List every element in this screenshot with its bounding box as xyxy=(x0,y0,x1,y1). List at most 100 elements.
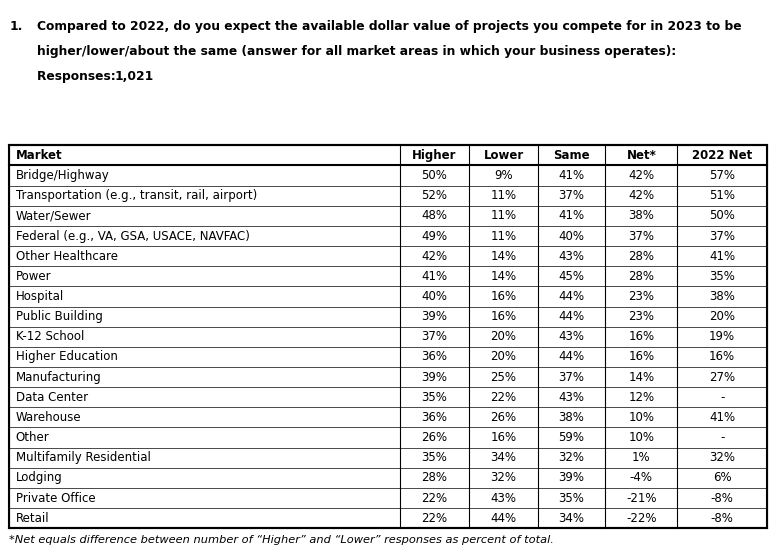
Text: 32%: 32% xyxy=(709,451,735,464)
Text: *Net equals difference between number of “Higher” and “Lower” responses as perce: *Net equals difference between number of… xyxy=(9,535,554,545)
Text: -8%: -8% xyxy=(711,491,733,505)
Text: 22%: 22% xyxy=(421,491,448,505)
Text: 49%: 49% xyxy=(421,230,448,243)
Text: K-12 School: K-12 School xyxy=(16,330,84,343)
Bar xyxy=(9,145,767,528)
Text: 32%: 32% xyxy=(559,451,584,464)
Text: 28%: 28% xyxy=(629,250,654,263)
Text: 42%: 42% xyxy=(629,169,654,182)
Text: -22%: -22% xyxy=(626,511,656,525)
Text: -: - xyxy=(720,431,724,444)
Text: 28%: 28% xyxy=(629,270,654,283)
Text: 37%: 37% xyxy=(559,371,584,383)
Text: 39%: 39% xyxy=(559,471,584,484)
Text: 14%: 14% xyxy=(490,270,517,283)
Text: 41%: 41% xyxy=(709,250,735,263)
Text: 41%: 41% xyxy=(709,411,735,424)
Text: 25%: 25% xyxy=(490,371,517,383)
Text: 44%: 44% xyxy=(559,310,584,323)
Text: 34%: 34% xyxy=(490,451,517,464)
Text: 14%: 14% xyxy=(490,250,517,263)
Text: 38%: 38% xyxy=(709,290,735,303)
Text: 26%: 26% xyxy=(490,411,517,424)
Text: 23%: 23% xyxy=(629,290,654,303)
Text: 12%: 12% xyxy=(629,391,654,404)
Text: 41%: 41% xyxy=(559,210,584,222)
Text: 16%: 16% xyxy=(490,310,517,323)
Text: 37%: 37% xyxy=(629,230,654,243)
Text: Compared to 2022, do you expect the available dollar value of projects you compe: Compared to 2022, do you expect the avai… xyxy=(37,20,742,32)
Text: Net*: Net* xyxy=(626,149,656,162)
Text: 26%: 26% xyxy=(421,431,448,444)
Text: 16%: 16% xyxy=(490,431,517,444)
Text: 16%: 16% xyxy=(490,290,517,303)
Text: Data Center: Data Center xyxy=(16,391,88,404)
Text: 1,021: 1,021 xyxy=(115,70,154,83)
Text: 10%: 10% xyxy=(629,431,654,444)
Text: 44%: 44% xyxy=(490,511,517,525)
Text: 43%: 43% xyxy=(559,391,584,404)
Text: Transportation (e.g., transit, rail, airport): Transportation (e.g., transit, rail, air… xyxy=(16,190,257,202)
Text: 1.: 1. xyxy=(9,20,23,32)
Text: 28%: 28% xyxy=(421,471,448,484)
Text: -: - xyxy=(720,391,724,404)
Text: 9%: 9% xyxy=(494,169,513,182)
Text: Warehouse: Warehouse xyxy=(16,411,81,424)
Text: 11%: 11% xyxy=(490,230,517,243)
Text: Retail: Retail xyxy=(16,511,49,525)
Text: Power: Power xyxy=(16,270,51,283)
Text: 43%: 43% xyxy=(559,330,584,343)
Text: 35%: 35% xyxy=(421,451,448,464)
Text: Bridge/Highway: Bridge/Highway xyxy=(16,169,109,182)
Text: 39%: 39% xyxy=(421,371,448,383)
Text: 50%: 50% xyxy=(709,210,735,222)
Text: 16%: 16% xyxy=(629,330,654,343)
Text: 37%: 37% xyxy=(559,190,584,202)
Text: 1%: 1% xyxy=(632,451,651,464)
Text: 22%: 22% xyxy=(421,511,448,525)
Text: 20%: 20% xyxy=(490,350,517,363)
Text: 41%: 41% xyxy=(421,270,448,283)
Text: 16%: 16% xyxy=(709,350,735,363)
Text: Other Healthcare: Other Healthcare xyxy=(16,250,117,263)
Text: 37%: 37% xyxy=(421,330,448,343)
Text: 40%: 40% xyxy=(559,230,584,243)
Text: 51%: 51% xyxy=(709,190,735,202)
Text: 39%: 39% xyxy=(421,310,448,323)
Text: 23%: 23% xyxy=(629,310,654,323)
Text: 6%: 6% xyxy=(712,471,732,484)
Text: 35%: 35% xyxy=(709,270,735,283)
Text: Multifamily Residential: Multifamily Residential xyxy=(16,451,151,464)
Text: 35%: 35% xyxy=(559,491,584,505)
Text: 32%: 32% xyxy=(490,471,517,484)
Text: higher/lower/about the same (answer for all market areas in which your business : higher/lower/about the same (answer for … xyxy=(37,45,677,58)
Text: Market: Market xyxy=(16,149,62,162)
Text: 36%: 36% xyxy=(421,350,448,363)
Text: 41%: 41% xyxy=(559,169,584,182)
Text: 42%: 42% xyxy=(629,190,654,202)
Text: 57%: 57% xyxy=(709,169,735,182)
Text: 20%: 20% xyxy=(490,330,517,343)
Text: 43%: 43% xyxy=(490,491,517,505)
Text: 50%: 50% xyxy=(421,169,448,182)
Text: 11%: 11% xyxy=(490,210,517,222)
Text: 38%: 38% xyxy=(559,411,584,424)
Text: Other: Other xyxy=(16,431,49,444)
Text: 2022 Net: 2022 Net xyxy=(692,149,752,162)
Text: Higher Education: Higher Education xyxy=(16,350,117,363)
Text: -21%: -21% xyxy=(626,491,656,505)
Text: Lower: Lower xyxy=(483,149,524,162)
Text: 34%: 34% xyxy=(559,511,584,525)
Text: Hospital: Hospital xyxy=(16,290,64,303)
Text: 48%: 48% xyxy=(421,210,448,222)
Text: Responses:: Responses: xyxy=(37,70,120,83)
Text: 44%: 44% xyxy=(559,290,584,303)
Text: 22%: 22% xyxy=(490,391,517,404)
Text: 11%: 11% xyxy=(490,190,517,202)
Text: 10%: 10% xyxy=(629,411,654,424)
Text: Higher: Higher xyxy=(412,149,457,162)
Text: Manufacturing: Manufacturing xyxy=(16,371,102,383)
Text: 36%: 36% xyxy=(421,411,448,424)
Text: -4%: -4% xyxy=(630,471,653,484)
Text: 43%: 43% xyxy=(559,250,584,263)
